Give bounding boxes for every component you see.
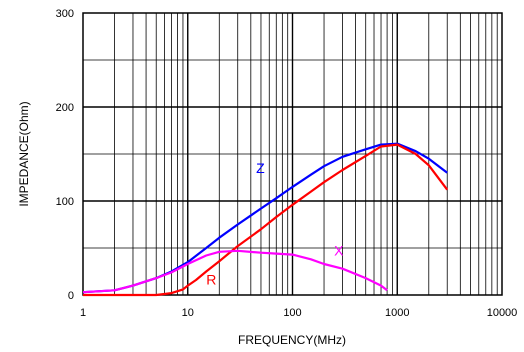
x-tick-label: 1000	[385, 307, 409, 319]
x-tick-label: 1	[80, 307, 86, 319]
series-line-x	[82, 249, 388, 294]
series-labels: Z R X	[206, 160, 344, 288]
series-line-r	[83, 143, 449, 297]
x-axis-title: FREQUENCY(MHz)	[238, 333, 346, 347]
y-tick-label: 300	[56, 8, 74, 20]
y-tick-labels: 0 100 200 300	[56, 8, 74, 302]
series-layer	[82, 142, 449, 297]
plot-frame	[82, 12, 503, 296]
y-tick-label: 100	[56, 196, 74, 208]
x-tick-label: 100	[283, 307, 301, 319]
x-tick-labels: 1 10 100 1000 10000	[80, 307, 517, 319]
y-tick-label: 200	[56, 102, 74, 114]
x-tick-label: 10000	[487, 307, 518, 319]
series-label-x: X	[334, 243, 344, 259]
series-label-z: Z	[256, 160, 265, 176]
minor-gridlines	[83, 13, 502, 295]
x-tick-label: 10	[182, 307, 194, 319]
y-axis-title: IMPEDANCE(Ohm)	[17, 101, 31, 206]
series-label-r: R	[206, 272, 216, 288]
major-gridlines	[83, 13, 502, 295]
y-tick-label: 0	[68, 290, 74, 302]
